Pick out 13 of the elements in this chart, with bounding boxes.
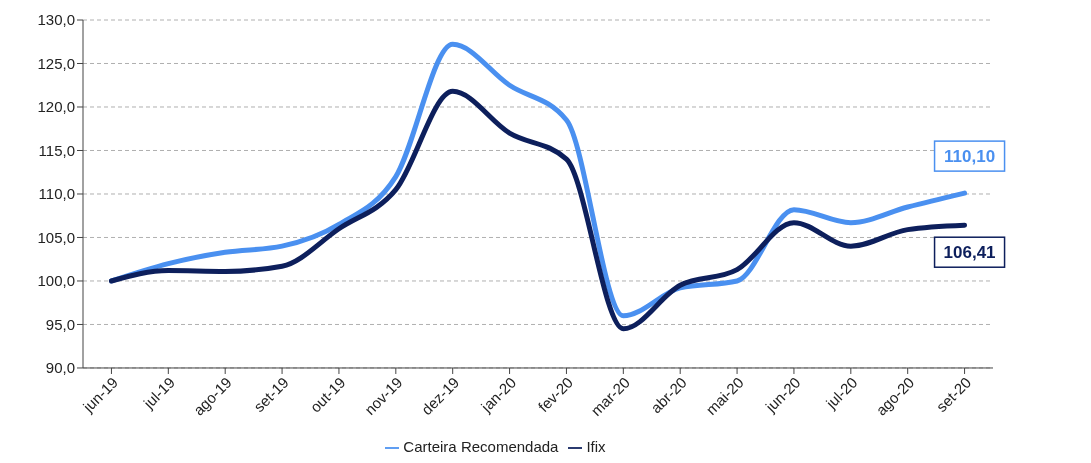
y-tick-label: 115,0: [38, 141, 75, 159]
y-tick-label: 105,0: [37, 228, 75, 246]
annotation: 110,10: [944, 147, 996, 167]
y-tick-label: 130,0: [37, 11, 75, 29]
y-tick-label: 120,0: [37, 98, 75, 116]
y-tick-label: 125,0: [37, 54, 75, 72]
y-tick-label: 90,0: [45, 359, 75, 377]
legend-label: Ifix: [586, 437, 606, 455]
annotation: 106,41: [943, 243, 996, 263]
y-tick-label: 110,0: [38, 185, 75, 203]
legend-label: Carteira Recomendada: [403, 437, 559, 455]
y-tick-label: 100,0: [37, 272, 75, 290]
y-tick-label: 95,0: [45, 315, 75, 333]
